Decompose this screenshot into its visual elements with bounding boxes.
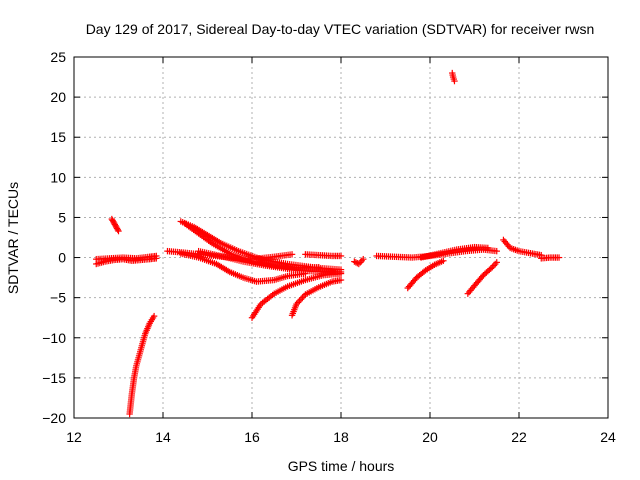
data-point-marker bbox=[337, 276, 345, 284]
data-point-marker bbox=[478, 273, 486, 280]
chart-title: Day 129 of 2017, Sidereal Day-to-day VTE… bbox=[86, 21, 595, 37]
y-tick-label: 20 bbox=[50, 89, 66, 105]
x-tick-label: 24 bbox=[600, 429, 616, 445]
data-point-marker bbox=[555, 254, 563, 261]
data-point-marker bbox=[487, 265, 495, 272]
data-point-marker bbox=[360, 255, 367, 263]
data-point-marker bbox=[296, 297, 303, 305]
data-point-marker bbox=[493, 247, 500, 255]
data-point-marker bbox=[354, 259, 361, 267]
data-point-marker bbox=[315, 263, 322, 271]
x-tick-label: 16 bbox=[244, 429, 260, 445]
y-axis-label: SDTVAR / TECUs bbox=[5, 182, 21, 294]
x-tick-label: 22 bbox=[511, 429, 527, 445]
data-point-marker bbox=[490, 262, 497, 269]
plot-frame bbox=[73, 56, 609, 419]
data-points bbox=[93, 69, 563, 418]
y-tick-label: 10 bbox=[50, 169, 66, 185]
data-point-marker bbox=[150, 312, 158, 320]
data-point-marker bbox=[440, 257, 447, 264]
grid-lines bbox=[74, 57, 608, 418]
data-point-marker bbox=[114, 226, 121, 233]
y-tick-label: −5 bbox=[50, 290, 66, 306]
x-tick-label: 14 bbox=[155, 429, 171, 445]
data-point-marker bbox=[288, 251, 296, 258]
x-tick-label: 20 bbox=[422, 429, 438, 445]
x-tick-label: 12 bbox=[66, 429, 82, 445]
y-tick-label: 5 bbox=[58, 209, 66, 225]
data-point-marker bbox=[484, 244, 492, 252]
data-point-marker bbox=[492, 260, 499, 268]
data-point-marker bbox=[493, 259, 500, 266]
x-axis-label: GPS time / hours bbox=[288, 458, 395, 474]
y-tick-label: −15 bbox=[42, 370, 66, 386]
x-tick-labels: 12 14 16 18 20 22 24 bbox=[66, 429, 616, 445]
data-point-marker bbox=[451, 77, 458, 85]
data-point-marker bbox=[357, 259, 364, 266]
y-tick-label: 15 bbox=[50, 129, 66, 145]
data-point-marker bbox=[337, 252, 345, 260]
data-point-marker bbox=[115, 227, 122, 235]
data-point-marker bbox=[297, 296, 305, 303]
data-point-marker bbox=[337, 270, 345, 277]
y-tick-label: −10 bbox=[42, 330, 66, 346]
y-tick-label: 0 bbox=[58, 250, 66, 266]
y-tick-label: 25 bbox=[50, 49, 66, 65]
data-point-marker bbox=[420, 268, 428, 275]
y-tick-label: −20 bbox=[42, 410, 66, 426]
data-point-marker bbox=[153, 252, 160, 260]
y-tick-labels: −20 −15 −10 −5 0 5 10 15 20 25 bbox=[42, 49, 66, 426]
x-tick-label: 18 bbox=[333, 429, 349, 445]
data-point-marker bbox=[299, 294, 306, 301]
